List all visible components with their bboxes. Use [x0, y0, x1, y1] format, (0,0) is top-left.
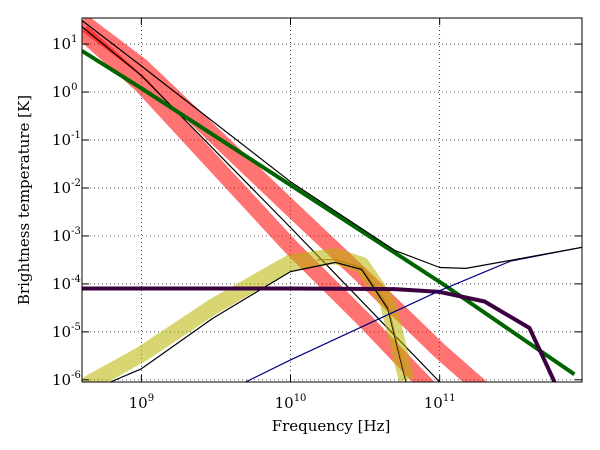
y-tick-label-5: 10-4 — [52, 274, 81, 293]
x-axis-title: Frequency [Hz] — [272, 417, 391, 435]
series-line-2 — [82, 26, 441, 382]
y-axis-ticks: 101 100 10-1 10-2 10-3 10-4 10-5 10-6 — [52, 34, 582, 389]
x-tick-label-2: 1011 — [424, 393, 456, 412]
y-tick-label-6: 10-5 — [52, 322, 81, 341]
series-line-4 — [82, 248, 415, 382]
y-axis-title: Brightness temperature [K] — [15, 95, 33, 305]
series-line-5 — [109, 261, 407, 382]
y-tick-label-2: 10-1 — [52, 130, 81, 149]
x-axis-ticks: 109 1010 1011 — [129, 18, 456, 412]
series-line-6 — [316, 259, 408, 382]
y-tick-label-7: 10-6 — [52, 370, 81, 389]
y-tick-label-0: 101 — [52, 34, 77, 53]
x-tick-label-1: 1010 — [275, 393, 307, 412]
y-tick-label-4: 10-3 — [52, 226, 81, 245]
plot-frame — [81, 17, 583, 383]
series-group — [82, 18, 582, 382]
series-line-3 — [82, 49, 576, 376]
y-tick-label-3: 10-2 — [52, 178, 81, 197]
y-tick-label-1: 100 — [52, 82, 77, 101]
series-line-7 — [82, 286, 557, 382]
series-line-9 — [82, 20, 582, 269]
x-tick-label-0: 109 — [129, 393, 154, 412]
series-line-1 — [82, 25, 435, 382]
